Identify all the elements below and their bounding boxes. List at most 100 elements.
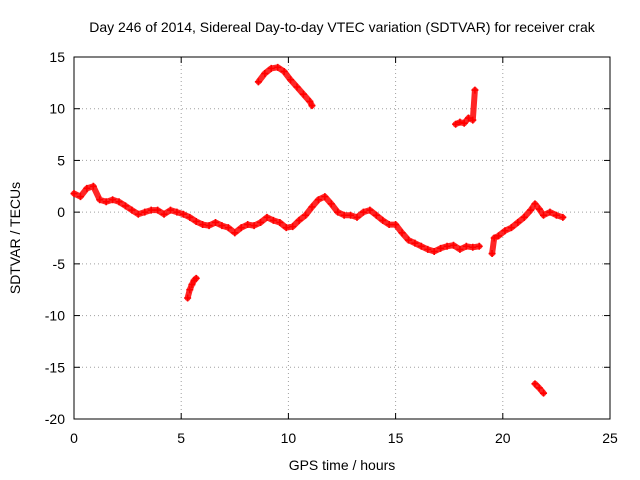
data-point xyxy=(267,64,275,72)
data-point xyxy=(404,236,412,244)
data-point xyxy=(430,247,438,255)
data-point xyxy=(531,200,539,208)
data-point xyxy=(250,222,258,230)
data-point xyxy=(96,196,104,204)
data-point xyxy=(314,196,322,204)
data-point xyxy=(141,208,149,216)
x-tick-label: 25 xyxy=(602,430,618,446)
data-point xyxy=(134,210,142,218)
data-point xyxy=(559,213,567,221)
data-point xyxy=(184,294,192,302)
data-point xyxy=(293,83,301,91)
data-point xyxy=(366,206,374,214)
data-point xyxy=(192,217,200,225)
data-point xyxy=(535,205,543,213)
data-point xyxy=(154,206,162,214)
data-point xyxy=(274,63,282,71)
data-point xyxy=(263,213,271,221)
x-tick-label: 15 xyxy=(388,430,404,446)
data-point xyxy=(535,384,543,392)
plot-frame xyxy=(73,56,611,420)
data-point xyxy=(280,67,288,75)
chart-title: Day 246 of 2014, Sidereal Day-to-day VTE… xyxy=(89,19,595,35)
y-tick-label: 5 xyxy=(57,152,65,168)
data-point xyxy=(70,190,78,198)
data-point xyxy=(347,211,355,219)
data-point xyxy=(488,250,496,258)
data-point xyxy=(540,389,548,397)
data-point xyxy=(261,70,269,78)
data-point xyxy=(424,245,432,253)
data-point xyxy=(471,86,479,94)
data-point xyxy=(359,208,367,216)
data-point xyxy=(299,90,307,98)
data-point xyxy=(224,224,232,232)
data-point xyxy=(398,229,406,237)
data-point xyxy=(464,114,472,122)
data-point xyxy=(179,210,187,218)
y-axis-label: SDTVAR / TECUs xyxy=(7,182,23,294)
x-tick-label: 5 xyxy=(177,430,185,446)
data-point xyxy=(282,224,290,232)
grid-lines xyxy=(74,57,610,419)
data-point xyxy=(295,216,303,224)
data-point xyxy=(456,245,464,253)
data-point xyxy=(218,222,226,230)
y-tick-label: -20 xyxy=(45,411,65,427)
data-point xyxy=(302,211,310,219)
data-point xyxy=(552,211,560,219)
data-point xyxy=(121,202,129,210)
data-point xyxy=(147,206,155,214)
x-tick-label: 10 xyxy=(281,430,297,446)
data-point xyxy=(186,286,194,294)
data-point xyxy=(527,206,535,214)
data-point xyxy=(160,210,168,218)
data-point xyxy=(411,239,419,247)
data-point xyxy=(188,281,196,289)
axis-ticks: 0 5 10 15 20 25 -20 -15 -10 -5 0 5 10 15 xyxy=(45,49,618,446)
data-point xyxy=(392,221,400,229)
data-point xyxy=(490,234,498,242)
data-point xyxy=(379,216,387,224)
data-point xyxy=(334,208,342,216)
data-point xyxy=(115,198,123,206)
data-point xyxy=(102,198,110,206)
data-point xyxy=(287,76,295,84)
data-point xyxy=(514,218,522,226)
y-tick-label: 10 xyxy=(49,101,65,117)
data-point xyxy=(475,242,483,250)
data-point xyxy=(546,208,554,216)
y-tick-label: -10 xyxy=(45,308,65,324)
data-point xyxy=(166,206,174,214)
data-point xyxy=(173,208,181,216)
series-band-main xyxy=(71,183,483,255)
data-point xyxy=(83,184,91,192)
y-tick-label: -15 xyxy=(45,359,65,375)
data-point xyxy=(417,242,425,250)
data-point xyxy=(321,193,329,201)
y-tick-label: 15 xyxy=(49,49,65,65)
data-point xyxy=(540,211,548,219)
data-point xyxy=(531,380,539,388)
data-point xyxy=(452,120,460,128)
data-point xyxy=(456,118,464,126)
data-point xyxy=(276,218,284,226)
data-point xyxy=(507,224,515,232)
data-point xyxy=(89,182,97,190)
data-point xyxy=(469,243,477,251)
data-point xyxy=(231,229,239,237)
data-points xyxy=(70,63,567,397)
data-point xyxy=(244,221,252,229)
data-point xyxy=(385,221,393,229)
data-point xyxy=(186,213,194,221)
data-point xyxy=(308,102,316,110)
data-point xyxy=(306,97,314,105)
data-point xyxy=(205,222,213,230)
data-point xyxy=(289,223,297,231)
data-point xyxy=(449,241,457,249)
data-point xyxy=(212,218,220,226)
data-point xyxy=(269,216,277,224)
data-point xyxy=(372,211,380,219)
data-point xyxy=(327,200,335,208)
